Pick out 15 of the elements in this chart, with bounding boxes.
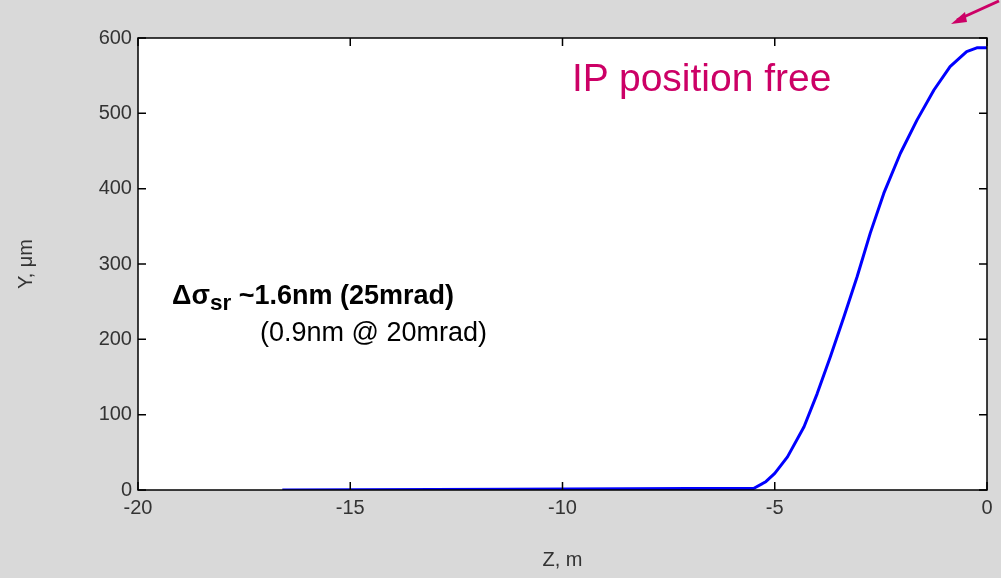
y-axis-title: Y, μm bbox=[13, 238, 36, 290]
x-tick-label: -5 bbox=[765, 495, 784, 518]
y-tick-label: 500 bbox=[98, 100, 132, 123]
x-tick-label: -10 bbox=[548, 495, 577, 518]
y-tick-label: 600 bbox=[98, 25, 132, 48]
x-tick-label: -15 bbox=[335, 495, 365, 518]
y-tick-label: 300 bbox=[98, 251, 132, 274]
y-tick-label: 200 bbox=[98, 326, 132, 349]
annotation: (0.9nm @ 20mrad) bbox=[260, 317, 487, 348]
y-tick-label: 400 bbox=[98, 176, 132, 199]
y-tick-label: 100 bbox=[98, 402, 132, 425]
annotation: Δσ$_{sr}$ ~1.6nm (25mrad) bbox=[172, 280, 455, 317]
x-axis-title: Z, m bbox=[542, 547, 583, 570]
x-tick-label: 0 bbox=[981, 495, 993, 518]
annotation: IP position free bbox=[572, 56, 832, 100]
